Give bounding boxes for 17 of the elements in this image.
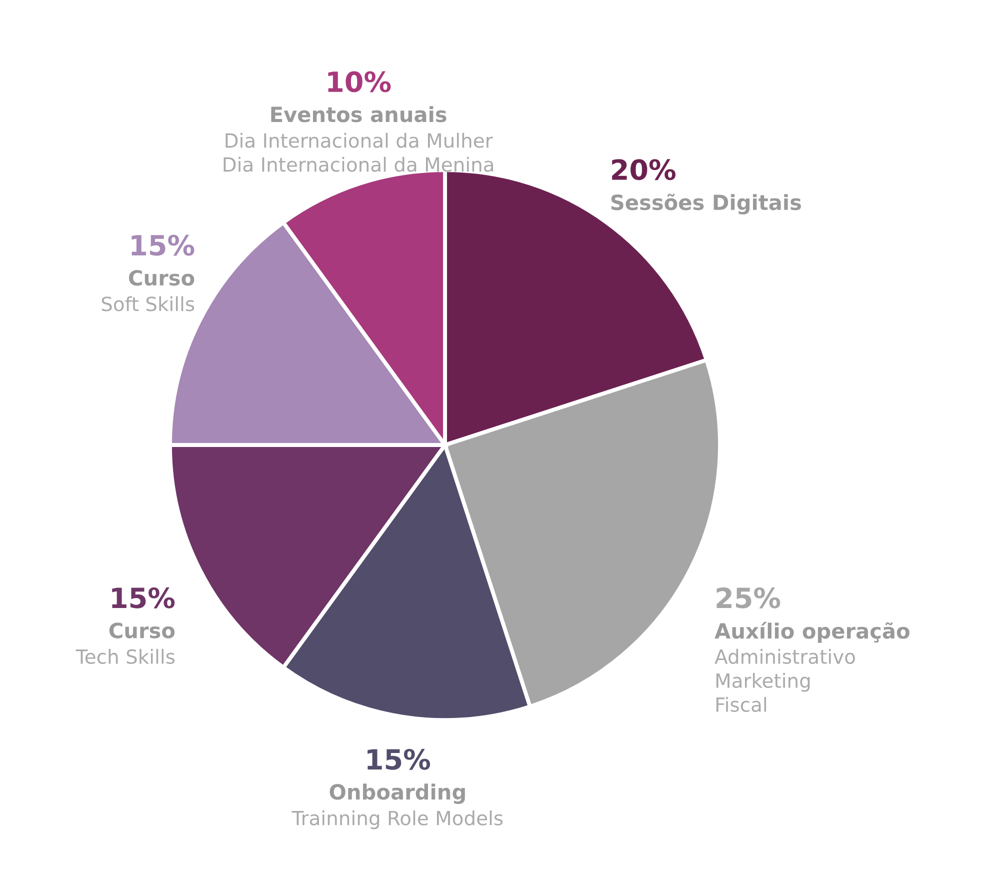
data-label: 15%: [112, 587, 175, 608]
slice-label: Sessões Digitais: [611, 194, 801, 214]
slice-label: Curso: [109, 622, 175, 638]
text: Trainning Role Models: [292, 810, 503, 830]
slice-label: Auxílio operação: [714, 622, 910, 643]
data-label: 10%: [328, 71, 391, 92]
text: Tech Skills: [76, 648, 175, 664]
text: Dia Internacional da Mulher Dia Internacional da Menina: [224, 132, 494, 172]
data-label: 25%: [716, 587, 780, 608]
data-label: 20%: [612, 159, 676, 180]
slice-label: Onboarding: [330, 784, 465, 804]
text: Soft Skills: [102, 296, 194, 312]
data-label: 15%: [132, 234, 194, 256]
slice-label: Eventos anuais: [271, 106, 446, 122]
text: Administrativo Marketing Fiscal: [714, 648, 855, 712]
data-label: 15%: [368, 748, 430, 770]
slice-label: Curso: [129, 270, 194, 286]
